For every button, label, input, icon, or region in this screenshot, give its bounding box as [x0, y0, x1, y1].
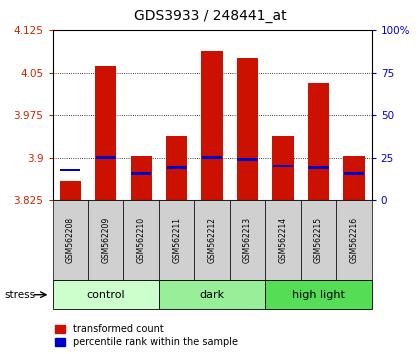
Bar [123, 200, 159, 280]
Text: dark: dark [200, 290, 225, 300]
Bar [159, 280, 265, 309]
Bar [301, 200, 336, 280]
Bar [131, 156, 152, 200]
Bar [95, 66, 116, 200]
Bar [237, 58, 258, 200]
Text: GSM562208: GSM562208 [66, 217, 75, 263]
Bar [131, 172, 151, 175]
Text: GSM562215: GSM562215 [314, 217, 323, 263]
Bar [52, 280, 159, 309]
Text: high light: high light [292, 290, 345, 300]
Text: stress: stress [4, 290, 35, 300]
Legend: transformed count, percentile rank within the sample: transformed count, percentile rank withi… [55, 325, 238, 347]
Text: GSM562212: GSM562212 [207, 217, 217, 263]
Bar [96, 156, 116, 159]
Bar [166, 166, 187, 169]
Bar [308, 83, 329, 200]
Text: GSM562210: GSM562210 [136, 217, 146, 263]
Text: GSM562214: GSM562214 [278, 217, 288, 263]
Bar [202, 156, 222, 159]
Bar [166, 136, 187, 200]
Bar [230, 200, 265, 280]
Bar [265, 200, 301, 280]
Bar [60, 169, 80, 171]
Bar [336, 200, 372, 280]
Bar [88, 200, 123, 280]
Text: GSM562209: GSM562209 [101, 217, 110, 263]
Bar [194, 200, 230, 280]
Bar [273, 165, 293, 167]
Text: GSM562213: GSM562213 [243, 217, 252, 263]
Bar [237, 158, 258, 161]
Bar [159, 200, 194, 280]
Text: GDS3933 / 248441_at: GDS3933 / 248441_at [134, 9, 286, 23]
Text: GSM562216: GSM562216 [349, 217, 358, 263]
Text: control: control [87, 290, 125, 300]
Bar [265, 280, 372, 309]
Bar [273, 136, 294, 200]
Bar [52, 200, 88, 280]
Text: GSM562211: GSM562211 [172, 217, 181, 263]
Bar [60, 181, 81, 200]
Bar [308, 166, 328, 169]
Bar [343, 156, 365, 200]
Bar [344, 172, 364, 175]
Bar [202, 51, 223, 200]
